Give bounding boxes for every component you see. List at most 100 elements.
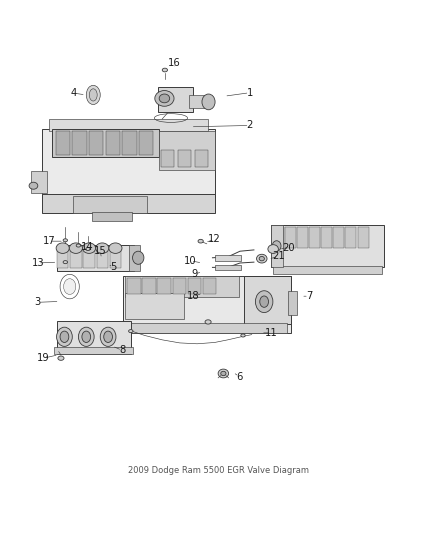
Ellipse shape [155, 91, 174, 106]
Bar [271, 224, 384, 268]
Ellipse shape [159, 94, 170, 103]
Bar [57, 321, 131, 354]
Ellipse shape [82, 243, 95, 253]
Ellipse shape [100, 327, 116, 346]
Bar [122, 131, 137, 155]
Ellipse shape [89, 89, 97, 101]
Bar [56, 131, 70, 155]
Bar [346, 227, 357, 248]
Bar [273, 227, 284, 248]
Bar [273, 266, 382, 274]
Bar [189, 95, 209, 108]
Text: 18: 18 [187, 291, 199, 301]
Bar [178, 150, 191, 167]
Bar [110, 250, 121, 268]
Bar [297, 227, 308, 248]
Bar [285, 227, 296, 248]
Bar [215, 265, 241, 270]
Bar [89, 131, 103, 155]
Bar [57, 250, 68, 268]
Ellipse shape [82, 331, 91, 343]
Ellipse shape [198, 239, 203, 243]
Ellipse shape [64, 279, 76, 294]
Ellipse shape [221, 372, 226, 376]
Text: 11: 11 [265, 328, 278, 338]
Ellipse shape [218, 369, 229, 378]
Ellipse shape [69, 243, 82, 253]
Bar [42, 193, 215, 213]
Bar [139, 131, 153, 155]
Bar [244, 276, 291, 324]
Text: 3: 3 [35, 297, 41, 308]
Ellipse shape [255, 290, 273, 312]
Ellipse shape [86, 85, 100, 104]
Bar [271, 224, 283, 268]
Bar [72, 131, 87, 155]
Bar [70, 250, 81, 268]
Text: 21: 21 [272, 252, 285, 262]
Bar [73, 196, 147, 213]
Bar [123, 276, 291, 333]
Bar [215, 255, 241, 261]
Text: 2009 Dodge Ram 5500 EGR Valve Diagram: 2009 Dodge Ram 5500 EGR Valve Diagram [128, 466, 310, 475]
Bar [127, 323, 287, 333]
Bar [49, 119, 208, 131]
Ellipse shape [259, 256, 265, 261]
Text: 12: 12 [208, 235, 221, 245]
Ellipse shape [205, 320, 211, 324]
Text: 9: 9 [192, 269, 198, 279]
Ellipse shape [129, 329, 133, 333]
Bar [106, 131, 120, 155]
Text: 5: 5 [110, 262, 117, 272]
Text: 1: 1 [247, 88, 253, 98]
Ellipse shape [78, 327, 94, 346]
Bar [173, 278, 186, 294]
Bar [288, 292, 297, 316]
Ellipse shape [162, 68, 167, 72]
Bar [158, 87, 193, 111]
Text: 17: 17 [43, 236, 56, 246]
Text: 6: 6 [236, 372, 242, 382]
Text: 10: 10 [184, 256, 197, 266]
Bar [125, 276, 240, 297]
Ellipse shape [86, 247, 90, 251]
Ellipse shape [60, 331, 69, 343]
Bar [83, 250, 95, 268]
Ellipse shape [29, 182, 38, 189]
Bar [161, 150, 174, 167]
Bar [92, 212, 132, 221]
Bar [159, 131, 215, 171]
Bar [127, 278, 141, 294]
Bar [194, 150, 208, 167]
Text: 7: 7 [306, 291, 312, 301]
Bar [158, 278, 171, 294]
Ellipse shape [104, 331, 113, 343]
Bar [203, 278, 216, 294]
Ellipse shape [58, 356, 64, 360]
Ellipse shape [63, 239, 67, 242]
Ellipse shape [268, 245, 279, 253]
Ellipse shape [260, 296, 268, 308]
Bar [130, 245, 141, 271]
Text: 15: 15 [94, 246, 106, 256]
Bar [96, 250, 108, 268]
Ellipse shape [95, 243, 109, 253]
Ellipse shape [76, 244, 81, 247]
Ellipse shape [56, 243, 69, 253]
Bar [125, 293, 184, 319]
Bar [333, 227, 344, 248]
Text: 13: 13 [32, 258, 44, 268]
Bar [321, 227, 332, 248]
Ellipse shape [272, 241, 281, 251]
Text: 19: 19 [37, 353, 50, 363]
Text: 20: 20 [283, 243, 295, 253]
Text: 14: 14 [81, 243, 93, 252]
Ellipse shape [63, 261, 67, 264]
Ellipse shape [202, 94, 215, 110]
Text: 4: 4 [71, 88, 77, 98]
Bar [42, 129, 215, 197]
Bar [357, 227, 368, 248]
Bar [54, 348, 133, 354]
Ellipse shape [133, 251, 144, 264]
Bar [57, 245, 134, 271]
